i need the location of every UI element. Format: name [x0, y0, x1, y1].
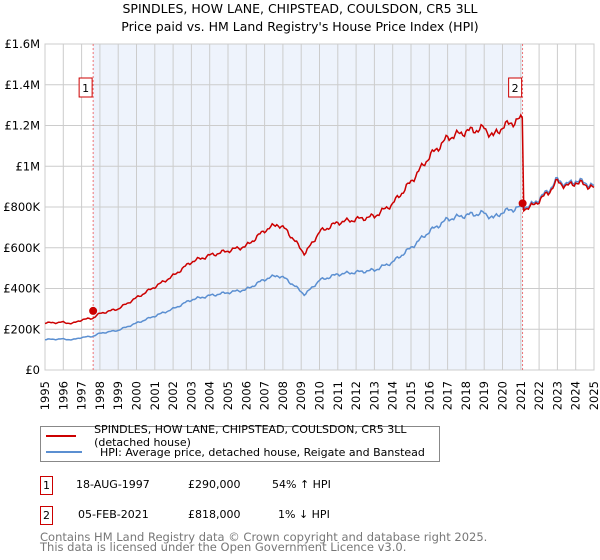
- x-tick-label: 2007: [258, 381, 272, 410]
- x-tick-label: 1998: [93, 381, 107, 410]
- legend-label-hpi: HPI: Average price, detached house, Reig…: [100, 445, 425, 459]
- sale-label: 2: [512, 82, 519, 95]
- legend-item-hpi: HPI: Average price, detached house, Reig…: [41, 444, 425, 460]
- x-tick-label: 2010: [313, 381, 327, 410]
- sale-2-price: £818,000: [188, 508, 241, 521]
- x-tick-label: 2012: [349, 381, 363, 410]
- y-tick-label: £600K: [3, 241, 40, 255]
- y-tick-label: £200K: [3, 322, 40, 336]
- sale-2-marker: 2: [40, 506, 53, 525]
- x-tick-label: 2002: [166, 381, 180, 410]
- footer-line-1: Contains HM Land Registry data © Crown c…: [40, 530, 488, 544]
- x-tick-label: 2001: [148, 381, 162, 410]
- plot-area: 1995 1996 1997 1998 1999 2000 2001 2002 2003 2004…: [3, 37, 600, 410]
- y-tick-label: £1.2M: [4, 119, 40, 133]
- x-tick-label: 2024: [569, 381, 583, 410]
- x-tick-label: 2017: [441, 381, 455, 410]
- chart-title: SPINDLES, HOW LANE, CHIPSTEAD, COULSDON,…: [122, 1, 478, 16]
- sale-1-date: 18-AUG-1997: [76, 478, 150, 491]
- x-tick-label: 2004: [203, 381, 217, 410]
- x-tick-label: 2015: [404, 381, 418, 410]
- sale-label-box: [78, 77, 93, 98]
- sale-1-price: £290,000: [188, 478, 241, 491]
- x-tick-label: 2019: [477, 381, 491, 410]
- x-tick-label: 2006: [239, 381, 253, 410]
- x-tick-label: 2011: [331, 381, 345, 410]
- x-tick-label: 2023: [550, 381, 564, 410]
- chart-subtitle: Price paid vs. HM Land Registry's House …: [121, 19, 479, 34]
- footer: Contains HM Land Registry data © Crown c…: [40, 530, 488, 554]
- legend-item-property: SPINDLES, HOW LANE, CHIPSTEAD, COULSDON,…: [41, 423, 439, 449]
- x-tick-label: 2020: [496, 381, 510, 410]
- property-line: [44, 113, 595, 325]
- legend-label-property: SPINDLES, HOW LANE, CHIPSTEAD, COULSDON,…: [94, 423, 407, 449]
- sale-2-hpi: 1% ↓ HPI: [278, 508, 330, 521]
- sale-2-date: 05-FEB-2021: [78, 508, 149, 521]
- x-tick-label: 1995: [38, 381, 52, 410]
- x-tick-label: 2009: [294, 381, 308, 410]
- x-tick-label: 2025: [587, 381, 600, 410]
- sale-label: 1: [82, 82, 89, 95]
- x-tick-label: 2016: [422, 381, 436, 410]
- y-tick-label: £800K: [3, 200, 40, 214]
- x-tick-label: 2013: [367, 381, 381, 410]
- sale-point: [518, 199, 527, 208]
- y-tick-label: £1M: [15, 159, 40, 173]
- y-tick-label: £400K: [3, 282, 40, 296]
- x-tick-label: 2008: [276, 381, 290, 410]
- sale-point: [89, 306, 98, 315]
- legend-swatch-property: [46, 435, 77, 437]
- legend-swatch-hpi: [46, 451, 82, 453]
- x-tick-label: 2000: [130, 381, 144, 410]
- x-tick-label: 2018: [459, 381, 473, 410]
- y-tick-label: £1.6M: [4, 37, 40, 51]
- plot-border: [44, 43, 595, 371]
- legend: SPINDLES, HOW LANE, CHIPSTEAD, COULSDON,…: [40, 423, 440, 462]
- x-tick-label: 2005: [221, 381, 235, 410]
- x-tick-label: 1996: [56, 381, 70, 410]
- x-tick-label: 1999: [111, 381, 125, 410]
- x-tick-label: 2022: [532, 381, 546, 410]
- y-tick-label: £0: [25, 363, 40, 377]
- hpi-line: [44, 176, 595, 341]
- x-tick-label: 2014: [386, 381, 400, 410]
- x-tick-label: 2021: [514, 381, 528, 410]
- footer-line-2: This data is licensed under the Open Gov…: [40, 540, 407, 554]
- x-tick-label: 1997: [75, 381, 89, 410]
- sale-1-hpi: 54% ↑ HPI: [272, 478, 331, 491]
- x-tick-label: 2003: [184, 381, 198, 410]
- sale-1-marker: 1: [40, 476, 53, 495]
- sale-label-box: [508, 77, 523, 98]
- y-tick-label: £1.4M: [4, 78, 40, 92]
